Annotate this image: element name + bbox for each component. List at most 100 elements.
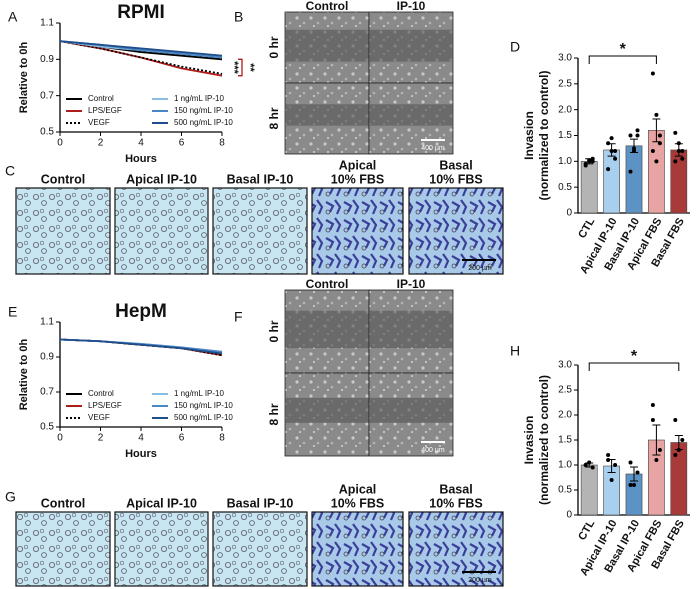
- data-point: [650, 71, 655, 76]
- y-tick-label: 0.5: [558, 182, 572, 193]
- data-point: [583, 163, 588, 168]
- image-label: Apical IP-10: [126, 496, 197, 510]
- legend-label: 1 ng/mL IP-10: [174, 389, 225, 398]
- x-tick-label: CTL: [576, 518, 597, 543]
- legend-label: Control: [88, 389, 114, 398]
- x-axis-label: Hours: [125, 448, 157, 460]
- y-tick-label: 2.0: [558, 104, 572, 115]
- bar: [580, 161, 598, 214]
- x-tick-label: 2: [98, 433, 104, 444]
- row-label: 0 hr: [267, 36, 281, 58]
- image-label: Control: [41, 496, 85, 510]
- data-point: [613, 149, 618, 153]
- micrograph: [15, 187, 111, 275]
- column-label: IP-10: [397, 0, 426, 13]
- y-axis-label: Relative to 0h: [18, 338, 30, 410]
- data-point: [650, 403, 655, 407]
- micrograph: [408, 187, 504, 275]
- y-tick-label: 0.7: [40, 387, 54, 398]
- y-tick-label: 0.5: [40, 422, 54, 433]
- panel-letter: B: [234, 9, 243, 25]
- data-point: [628, 169, 633, 174]
- scale-label: 200 µm: [468, 577, 492, 584]
- y-tick-label: 0.5: [558, 485, 572, 496]
- data-point: [590, 465, 595, 470]
- significance-bracket: [588, 362, 680, 371]
- data-point: [680, 438, 685, 442]
- micrograph: [311, 511, 404, 587]
- wound-gap: [285, 397, 369, 423]
- y-tick-label: 1.1: [40, 317, 54, 328]
- image-label: Basal: [439, 482, 472, 496]
- error-bar: [652, 424, 661, 456]
- y-tick-label: 0.5: [40, 127, 54, 138]
- y-tick-label: 1.1: [40, 18, 54, 29]
- x-tick-label: 8: [219, 433, 225, 444]
- data-point: [606, 141, 611, 146]
- wound-gap: [369, 29, 453, 62]
- data-point: [654, 112, 659, 117]
- image-label: Basal IP-10: [227, 496, 294, 510]
- data-point: [635, 128, 640, 133]
- y-tick-label: 0.7: [40, 90, 54, 101]
- series-line: [59, 338, 223, 355]
- data-point: [635, 470, 640, 475]
- legend-label: VEGF: [88, 413, 110, 422]
- data-point: [676, 141, 681, 146]
- data-point: [628, 133, 633, 138]
- y-tick-label: 2.5: [558, 78, 572, 89]
- chart-title: RPMI: [117, 2, 165, 23]
- scale-label: 400 µm: [421, 145, 445, 152]
- legend-label: 150 ng/mL IP-10: [174, 106, 233, 115]
- data-point: [650, 418, 655, 422]
- data-point: [613, 463, 618, 467]
- x-tick-label: CTL: [576, 216, 597, 241]
- data-point: [613, 156, 618, 161]
- bar: [580, 464, 598, 516]
- wound-gap: [285, 310, 369, 349]
- data-point: [673, 418, 678, 422]
- legend-label: 1 ng/mL IP-10: [174, 94, 225, 103]
- x-tick-label: 2: [98, 138, 104, 149]
- image-label: Basal: [439, 158, 472, 172]
- bar: [670, 149, 688, 214]
- y-tick-label: 0: [566, 510, 572, 521]
- y-tick-label: 0: [566, 208, 572, 219]
- x-tick-label: 6: [179, 433, 185, 444]
- error-bar: [630, 466, 638, 482]
- chart-title: HepM: [115, 301, 167, 322]
- data-point: [632, 483, 636, 487]
- panel-letter: C: [5, 163, 15, 179]
- y-tick-label: 1.5: [558, 435, 572, 446]
- axis: [59, 322, 222, 428]
- series-line: [59, 338, 223, 357]
- wound-gap: [369, 310, 453, 349]
- legend-label: 500 ng/mL IP-10: [174, 118, 233, 127]
- micrograph: [114, 511, 209, 587]
- y-axis-label: (normalized to control): [537, 375, 551, 505]
- legend-label: VEGF: [88, 118, 110, 127]
- bracket: [238, 58, 243, 77]
- x-tick-label: 0: [57, 138, 63, 149]
- legend-label: LPS/EGF: [88, 106, 122, 115]
- data-point: [657, 141, 662, 146]
- x-tick-label: 8: [219, 138, 225, 149]
- x-tick-label: 4: [138, 433, 144, 444]
- panel-letter: E: [8, 304, 17, 320]
- series-line: [59, 40, 223, 57]
- y-tick-label: 0.9: [40, 54, 54, 65]
- image-label: Apical: [339, 158, 377, 172]
- wound-gap: [369, 104, 453, 126]
- panel-letter: H: [510, 343, 520, 359]
- wound-gap: [369, 397, 453, 423]
- data-point: [628, 460, 633, 465]
- legend-label: LPS/EGF: [88, 401, 122, 410]
- x-tick-label: 4: [138, 138, 144, 149]
- bar: [603, 465, 620, 516]
- y-tick-label: 1.5: [558, 130, 572, 141]
- image-label: Basal IP-10: [227, 172, 294, 186]
- legend-label: 150 ng/mL IP-10: [174, 401, 233, 410]
- data-point: [609, 478, 614, 482]
- x-axis-label: Hours: [125, 153, 157, 165]
- legend-label: Control: [88, 94, 114, 103]
